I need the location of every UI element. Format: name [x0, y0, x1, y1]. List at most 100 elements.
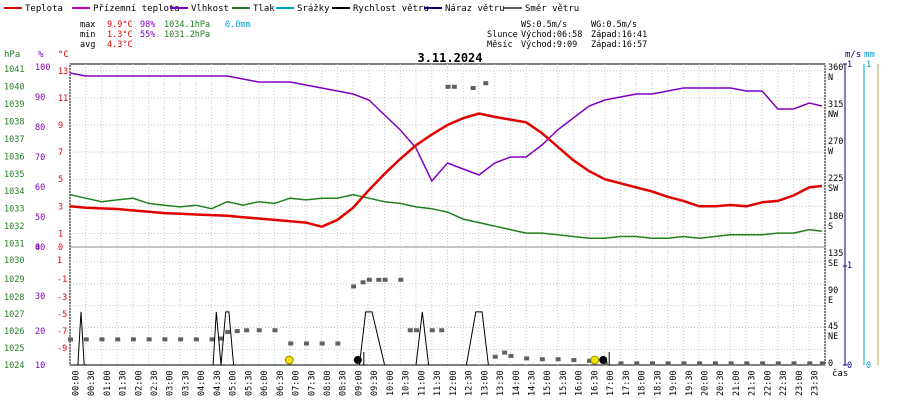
pressure-tick: 1030: [4, 256, 24, 266]
stat-min-temp: 1.3°C: [107, 30, 133, 40]
direction-tick: SW: [828, 184, 839, 194]
stat-max-rain: 0.0mm: [225, 20, 251, 30]
temperature-tick: 11: [58, 94, 68, 104]
legend-item-smer-vetru: Směr větru: [504, 4, 579, 14]
pressure-unit-label: hPa: [4, 50, 20, 60]
moonrise-marker: [353, 356, 362, 364]
stat-min-hum: 55%: [140, 30, 155, 40]
info-moon-label: Měsíc: [487, 40, 513, 50]
legend-label: Tlak: [253, 4, 275, 14]
wind-direction-point: [225, 329, 231, 334]
pressure-tick: 1027: [4, 310, 24, 320]
time-tick: 11:30: [433, 370, 443, 396]
time-tick: 04:00: [197, 370, 207, 396]
series-layer: [68, 72, 825, 366]
wind-direction-point: [219, 336, 224, 341]
time-tick: 05:30: [244, 370, 254, 396]
wind-direction-point: [470, 86, 476, 90]
wind-direction-point: [791, 361, 797, 366]
stat-max-temp: 9.9°C: [107, 20, 133, 30]
direction-tick: SE: [828, 259, 838, 269]
time-tick: 13:00: [480, 370, 490, 396]
wind-direction-point: [162, 337, 168, 342]
pressure-tick: 1035: [4, 170, 24, 180]
wind-direction-point: [366, 277, 372, 282]
pressure-tick: 1028: [4, 293, 24, 303]
time-tick: 10:00: [386, 370, 396, 396]
wind-direction-point: [407, 328, 413, 333]
time-tick: 17:30: [622, 370, 632, 396]
time-tick: 00:00: [71, 370, 81, 396]
temperature-tick: -5: [57, 310, 67, 320]
moonset-marker: [599, 356, 608, 364]
time-tick: 03:00: [166, 370, 176, 396]
wind-direction-point: [697, 361, 703, 366]
time-tick: 02:00: [134, 370, 144, 396]
legend-item-srazky: Srážky: [276, 4, 330, 14]
wind-direction-point: [649, 361, 655, 366]
humidity-tick: 30: [35, 292, 45, 302]
time-tick: 21:30: [748, 370, 758, 396]
humidity-tick: 60: [35, 183, 45, 193]
direction-tick: 45: [828, 322, 838, 332]
wind-direction-point: [502, 350, 508, 355]
pressure-tick: 1039: [4, 100, 24, 110]
info-sun-set: Západ:16:41: [591, 30, 647, 40]
time-tick: 07:30: [307, 370, 317, 396]
time-tick: 18:00: [638, 370, 648, 396]
humidity-tick: 40: [35, 243, 45, 253]
pressure-tick: 1040: [4, 83, 24, 93]
direction-tick: N: [828, 73, 833, 83]
temperature-tick: 9: [58, 121, 63, 131]
temperature-tick: 13: [58, 67, 68, 77]
axis-unit-headers: hPa % °C m/s mm: [4, 50, 875, 60]
wind-direction-point: [539, 357, 545, 362]
temperature-tick: 0: [58, 243, 63, 253]
time-tick: 02:30: [150, 370, 160, 396]
wind-direction-point: [807, 361, 813, 366]
info-moon-rise: Východ:9:09: [521, 40, 577, 50]
wind-direction-point: [244, 328, 250, 333]
wind-direction-point: [351, 284, 357, 289]
pressure-tick: 1026: [4, 327, 24, 337]
direction-tick: NW: [828, 110, 839, 120]
time-tick: 16:00: [575, 370, 585, 396]
wind-direction-point: [712, 361, 718, 366]
time-tick: 22:30: [779, 370, 789, 396]
humidity-tick: 80: [35, 123, 45, 133]
wind-direction-point: [819, 361, 825, 366]
wind-direction-point: [319, 341, 325, 346]
wind-direction-point: [272, 328, 278, 333]
time-tick: 03:30: [181, 370, 191, 396]
wind-direction-point: [429, 328, 435, 333]
wind-direction-point: [439, 328, 445, 333]
wind-direction-point: [665, 361, 671, 366]
time-tick: 09:30: [370, 370, 380, 396]
time-tick: 15:30: [559, 370, 569, 396]
pressure-series-line: [69, 193, 823, 240]
time-tick: 08:30: [339, 370, 349, 396]
stat-min-press: 1031.2hPa: [164, 30, 210, 40]
temperature-tick: 3: [58, 202, 63, 212]
wind-direction-point: [445, 84, 451, 89]
direction-tick: 135: [828, 249, 843, 259]
temperature-tick: 7: [58, 148, 63, 158]
stat-min-label: min: [80, 30, 95, 40]
direction-tick: S: [828, 222, 833, 232]
time-tick: 13:30: [496, 370, 506, 396]
time-tick: 05:00: [229, 370, 239, 396]
humidity-tick: 90: [35, 93, 45, 103]
rain-tick: 0: [866, 361, 871, 371]
time-tick: 04:30: [213, 370, 223, 396]
wind-direction-point: [115, 337, 121, 342]
humidity-tick: 0: [35, 243, 40, 253]
wind-tick: 1: [847, 60, 852, 70]
pressure-tick: 1036: [4, 152, 24, 162]
stat-avg-temp: 4.3°C: [107, 40, 133, 50]
pressure-tick: 1029: [4, 275, 24, 285]
time-tick: 19:00: [669, 370, 679, 396]
time-tick: 00:30: [87, 370, 97, 396]
wind-tick: 0: [847, 361, 852, 371]
wind-direction-point: [146, 337, 152, 342]
